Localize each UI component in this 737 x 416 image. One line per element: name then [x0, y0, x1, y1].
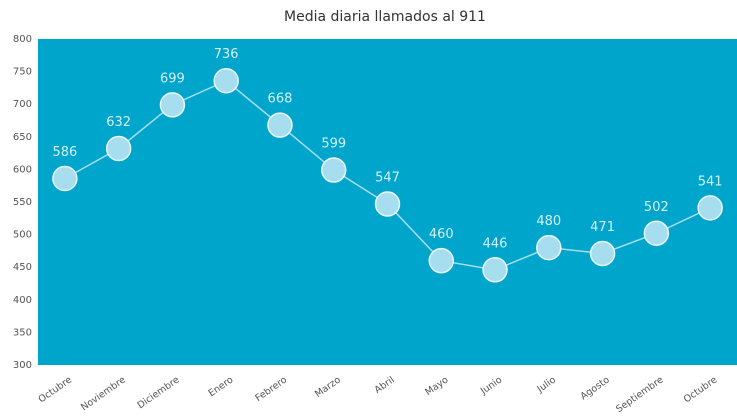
y-tick-label: 650	[13, 132, 32, 143]
chart-title: Media diaria llamados al 911	[284, 9, 486, 25]
y-tick-label: 750	[13, 67, 32, 78]
marker	[213, 67, 239, 94]
x-tick-label: Abril	[373, 374, 397, 395]
data-label: 446	[483, 236, 508, 251]
x-tick-label: Enero	[207, 374, 236, 399]
x-tick-label: Agosto	[579, 374, 612, 402]
x-tick-label: Marzo	[313, 374, 343, 400]
x-tick-label: Octubre	[37, 374, 75, 405]
y-tick-label: 800	[13, 34, 32, 45]
y-tick-label: 400	[13, 295, 32, 306]
marker	[643, 220, 670, 247]
data-label: 502	[644, 200, 669, 215]
marker	[105, 135, 132, 162]
data-label: 599	[321, 137, 346, 152]
x-tick-label: Octubre	[682, 374, 720, 405]
y-tick-label: 700	[13, 99, 32, 110]
y-tick-label: 300	[13, 360, 32, 371]
data-label: 460	[429, 227, 454, 242]
data-label: 699	[160, 71, 185, 86]
y-tick-label: 550	[13, 197, 32, 208]
y-tick-label: 350	[13, 327, 32, 338]
marker	[428, 247, 455, 274]
data-label: 471	[590, 220, 615, 235]
x-tick-label: Julio	[535, 374, 559, 395]
data-label: 541	[698, 174, 723, 189]
x-tick-label: Junio	[478, 374, 504, 397]
marker	[589, 240, 616, 267]
data-label: 736	[214, 47, 239, 62]
x-tick-label: Febrero	[253, 374, 289, 404]
data-label: 586	[52, 145, 77, 160]
marker	[697, 195, 723, 221]
y-tick-label: 500	[13, 230, 32, 241]
y-tick-label: 600	[13, 164, 32, 175]
data-label: 632	[106, 115, 131, 130]
x-tick-label: Diciembre	[136, 374, 182, 411]
marker	[52, 165, 78, 192]
data-label: 547	[375, 170, 400, 185]
x-tick-label: Noviembre	[79, 374, 128, 413]
marker	[159, 92, 186, 118]
marker	[536, 234, 562, 261]
data-label: 668	[268, 92, 293, 107]
data-label: 480	[536, 214, 561, 229]
marker	[267, 112, 293, 138]
x-tick-label: Septiembre	[614, 374, 665, 415]
y-tick-label: 450	[13, 262, 32, 273]
marker	[374, 191, 401, 217]
marker	[320, 157, 347, 183]
marker	[482, 257, 508, 283]
x-tick-label: Mayo	[423, 374, 450, 398]
